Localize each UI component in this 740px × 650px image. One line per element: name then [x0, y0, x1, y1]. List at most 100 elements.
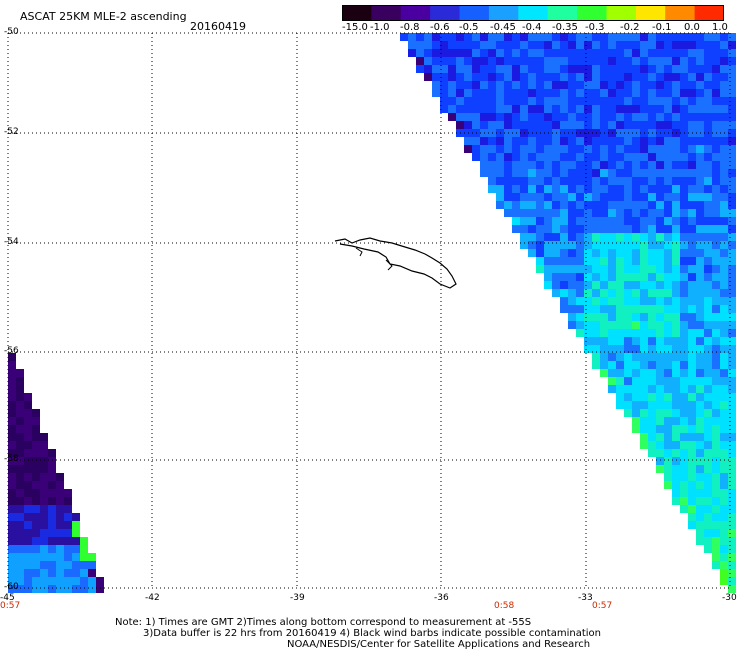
swath-cell [640, 433, 648, 441]
swath-cell [584, 41, 592, 49]
swath-cell [8, 513, 16, 521]
swath-cell [680, 369, 688, 377]
swath-cell [528, 121, 536, 129]
swath-cell [624, 321, 632, 329]
swath-cell [672, 209, 680, 217]
swath-cell [576, 321, 584, 329]
swath-cell [424, 73, 432, 81]
swath-cell [688, 161, 696, 169]
swath-cell [696, 481, 704, 489]
swath-cell [600, 169, 608, 177]
swath-cell [680, 281, 688, 289]
colorbar-label: -0.1 [652, 22, 672, 33]
swath-cell [512, 145, 520, 153]
swath-cell [48, 521, 56, 529]
swath-cell [456, 65, 464, 73]
swath-cell [608, 369, 616, 377]
swath-cell [608, 65, 616, 73]
swath-cell [616, 305, 624, 313]
swath-cell [608, 289, 616, 297]
swath-cell [16, 513, 24, 521]
swath-cell [8, 417, 16, 425]
swath-cell [584, 185, 592, 193]
swath-cell [608, 321, 616, 329]
swath-cell [8, 569, 16, 577]
swath-cell [664, 185, 672, 193]
swath-cell [576, 217, 584, 225]
swath-cell [8, 473, 16, 481]
swath-cell [648, 89, 656, 97]
swath-cell [512, 73, 520, 81]
swath-cell [720, 521, 728, 529]
swath-cell [560, 289, 568, 297]
swath-cell [56, 513, 64, 521]
swath-cell [568, 97, 576, 105]
swath-cell [544, 49, 552, 57]
swath-cell [696, 505, 704, 513]
swath-cell [688, 105, 696, 113]
swath-cell [600, 361, 608, 369]
swath-cell [728, 425, 736, 433]
swath-cell [688, 305, 696, 313]
swath-cell [648, 193, 656, 201]
swath-cell [80, 577, 88, 585]
swath-cell [496, 185, 504, 193]
swath-cell [536, 201, 544, 209]
swath-cell [728, 345, 736, 353]
swath-cell [48, 505, 56, 513]
swath-cell [632, 217, 640, 225]
swath-cell [512, 201, 520, 209]
swath-cell [600, 249, 608, 257]
swath-cell [728, 241, 736, 249]
swath-cell [720, 97, 728, 105]
swath-cell [720, 449, 728, 457]
swath-cell [640, 361, 648, 369]
swath-cell [728, 281, 736, 289]
swath-cell [624, 145, 632, 153]
swath-cell [624, 249, 632, 257]
swath-cell [432, 73, 440, 81]
swath-cell [616, 241, 624, 249]
swath-cell [648, 209, 656, 217]
swath-cell [648, 409, 656, 417]
swath-cell [656, 217, 664, 225]
swath-cell [552, 217, 560, 225]
swath-cell [728, 289, 736, 297]
swath-cell [24, 473, 32, 481]
swath-cell [688, 249, 696, 257]
swath-cell [592, 289, 600, 297]
swath-cell [456, 97, 464, 105]
swath-cell [696, 353, 704, 361]
swath-cell [664, 345, 672, 353]
swath-cell [728, 569, 736, 577]
swath-cell [568, 121, 576, 129]
swath-cell [584, 281, 592, 289]
swath-cell [704, 41, 712, 49]
swath-cell [672, 297, 680, 305]
swath-cell [552, 41, 560, 49]
swath-cell [728, 153, 736, 161]
swath-cell [632, 153, 640, 161]
swath-cell [520, 49, 528, 57]
swath-cell [672, 321, 680, 329]
swath-cell [720, 385, 728, 393]
swath-cell [544, 169, 552, 177]
swath-cell [32, 465, 40, 473]
swath-cell [528, 241, 536, 249]
swath-cell [64, 585, 72, 593]
swath-cell [624, 137, 632, 145]
swath-cell [728, 585, 736, 593]
swath-cell [616, 65, 624, 73]
swath-cell [720, 89, 728, 97]
swath-cell [688, 297, 696, 305]
swath-cell [528, 65, 536, 73]
swath-cell [512, 105, 520, 113]
swath-cell [584, 33, 592, 41]
swath-cell [728, 41, 736, 49]
swath-cell [592, 57, 600, 65]
swath-cell [648, 425, 656, 433]
swath-cell [648, 385, 656, 393]
swath-cell [688, 113, 696, 121]
swath-cell [688, 505, 696, 513]
swath-cell [528, 161, 536, 169]
